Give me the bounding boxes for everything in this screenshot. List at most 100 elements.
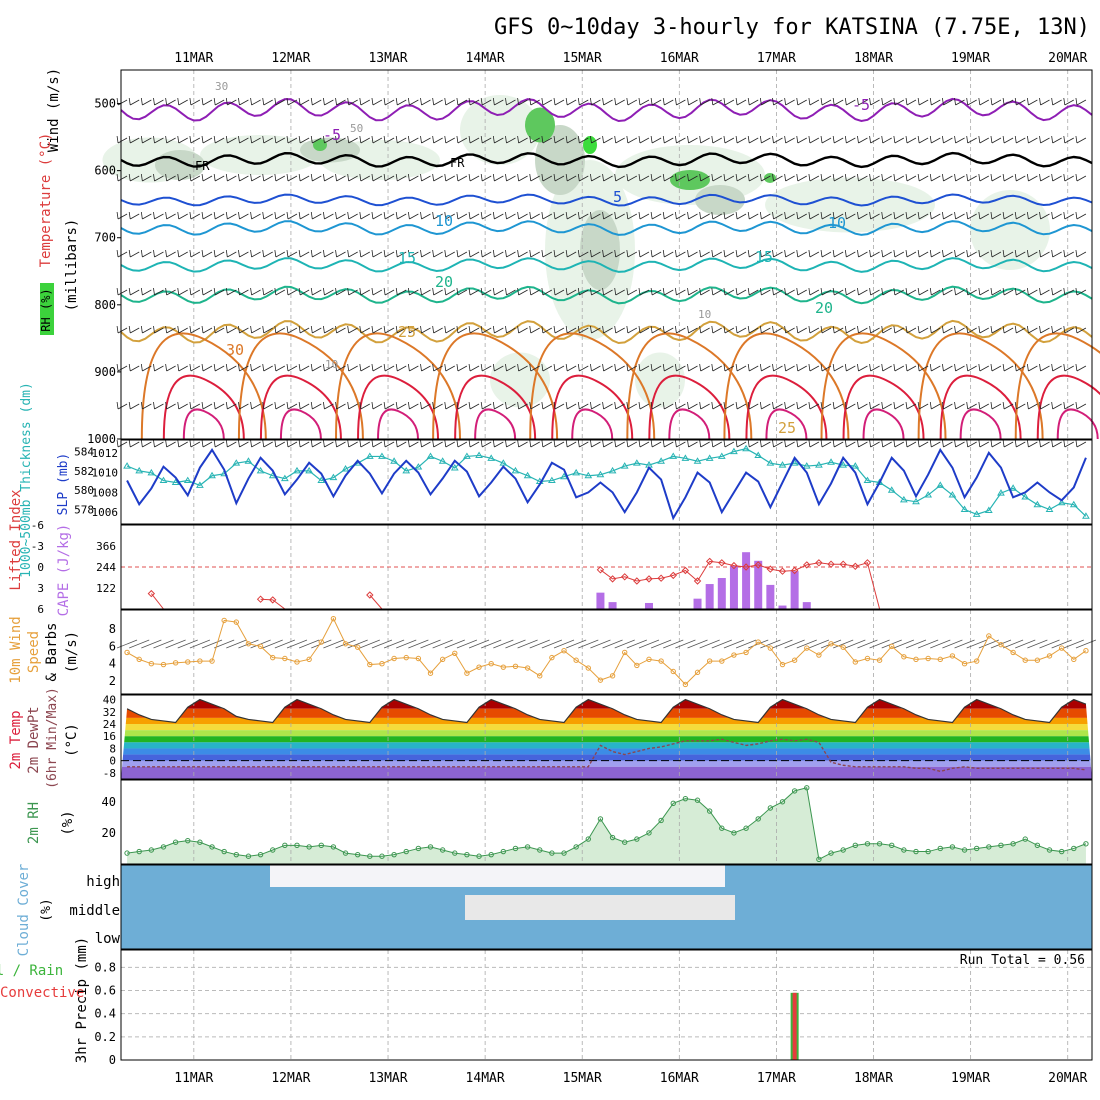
wind10m-barb <box>444 639 465 649</box>
wind-barb-flag <box>1051 325 1054 334</box>
wind-barb-flag <box>1039 135 1041 144</box>
wind-barb-flag <box>735 249 738 258</box>
rh2m-point <box>961 847 968 853</box>
wind-barb <box>154 175 164 182</box>
wind-barb <box>324 137 334 144</box>
rh2m-point <box>452 850 458 856</box>
wind-barb-flag <box>238 211 240 220</box>
wind-barb <box>154 289 164 296</box>
wind-barb-flag <box>966 97 969 106</box>
wind-barb <box>821 137 832 144</box>
wind-barb-flag <box>1026 287 1029 296</box>
wind-barb <box>1003 365 1014 372</box>
wind-barb <box>809 365 820 372</box>
wind-barb-flag <box>735 363 738 372</box>
wind-barb-flag <box>772 135 774 144</box>
wind-barb-flag <box>165 363 168 372</box>
precip-tick: 0.4 <box>94 1007 116 1021</box>
wind-barb-flag <box>432 249 435 258</box>
wind-barb <box>384 99 395 106</box>
li-point <box>705 557 714 566</box>
wind-barb <box>542 137 553 144</box>
wind-barb <box>749 175 759 182</box>
wind-barb <box>190 137 201 144</box>
wind-barb-flag <box>1002 135 1005 144</box>
wind-barb-flag <box>553 325 556 334</box>
wind-barb <box>421 365 431 372</box>
wind-barb-flag <box>444 439 447 448</box>
wind-barb <box>457 137 468 144</box>
wind-barb-flag <box>1026 97 1029 106</box>
wind-barb <box>894 213 905 220</box>
wind10m-barb <box>1015 639 1036 649</box>
wind-barb <box>615 365 625 372</box>
wind-barb <box>955 213 965 220</box>
thickness-point <box>280 474 289 482</box>
thickness-point <box>924 491 933 498</box>
wind-barb <box>178 289 188 296</box>
wind-barb-flag <box>116 211 119 220</box>
li-point <box>620 573 629 581</box>
precip-tick: 0.2 <box>94 1030 116 1044</box>
thickness-point <box>147 468 156 476</box>
wind-barb-flag <box>577 249 580 258</box>
wind-barb <box>275 403 286 410</box>
wind-barb <box>676 403 686 410</box>
wind-barb-flag <box>177 173 180 182</box>
wind10m-point <box>500 664 507 670</box>
rh2m-point <box>585 836 591 842</box>
wind-barb-flag <box>929 135 932 144</box>
wind-barb <box>943 251 953 258</box>
wind-barb-flag <box>796 401 799 410</box>
wind10m-barb <box>481 639 502 649</box>
wind-barb-flag <box>772 401 774 410</box>
pressure-tick: 900 <box>94 365 116 379</box>
wind-barb-flag <box>395 97 398 106</box>
wind-barb-flag <box>857 325 859 334</box>
wind-barb <box>1016 137 1026 144</box>
wind-barb <box>372 251 383 258</box>
wind-barb-flag <box>383 325 386 334</box>
label-cloud: Cloud Cover <box>16 864 32 957</box>
wind-barb <box>287 403 298 410</box>
wind-barb <box>421 403 431 410</box>
wind-barb <box>312 289 322 296</box>
wind-barb-flag <box>383 287 386 296</box>
wind-barb <box>445 137 455 144</box>
wind-barb-flag <box>298 211 301 220</box>
wind-barb-flag <box>1039 287 1041 296</box>
wind-barb-flag <box>711 363 714 372</box>
wind-barb-flag <box>420 97 422 106</box>
wind10m-barb <box>590 639 611 649</box>
wind10m-barb <box>529 639 550 649</box>
wind10m-point <box>209 658 215 664</box>
wind-barb <box>1040 403 1050 410</box>
wind-barb-flag <box>116 325 119 334</box>
wind-barb-flag <box>772 97 774 106</box>
wind-barb <box>906 365 917 372</box>
wind-barb-flag <box>687 325 689 334</box>
wind-barb-flag <box>942 97 944 106</box>
wind-barb-flag <box>699 211 702 220</box>
wind-barb-flag <box>335 173 337 182</box>
wind-barb <box>166 251 176 258</box>
date-label-bottom: 12MAR <box>271 1071 310 1086</box>
rh2m-point <box>172 839 179 845</box>
wind-barb-flag <box>978 97 981 106</box>
wind-barb-flag <box>310 173 313 182</box>
wind-barb <box>931 365 941 372</box>
wind-barb-flag <box>590 173 592 182</box>
wind-barb-flag <box>153 325 155 334</box>
wind-barb-flag <box>407 211 410 220</box>
rh-shading <box>580 210 620 290</box>
wind-barb <box>858 441 868 448</box>
wind-barb-flag <box>286 97 289 106</box>
wind-barb <box>239 137 249 144</box>
panel-frame <box>120 694 1093 780</box>
wind-barb <box>214 137 225 144</box>
wind-barb-flag <box>954 363 956 372</box>
wind-barb-flag <box>650 173 653 182</box>
temp-band <box>121 724 1092 731</box>
wind-barb <box>664 403 674 410</box>
